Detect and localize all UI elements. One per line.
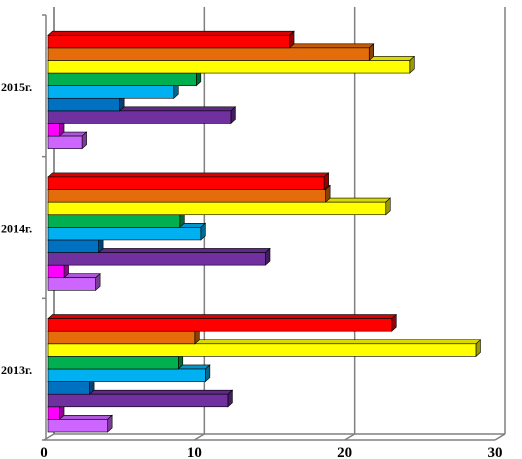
bar-front-face (47, 406, 60, 420)
bar-front-face (47, 97, 120, 112)
bar-2014г.-3 (47, 247, 271, 266)
x-tick-label-30: 30 (488, 445, 503, 459)
bar-front-face (47, 343, 477, 357)
bar-2014г.-9 (47, 172, 330, 191)
bar-2013г.-1 (47, 414, 113, 433)
bar-front-face (47, 85, 175, 99)
bar-front-face (47, 72, 197, 86)
bar-front-face (47, 189, 326, 203)
bar-front-face (47, 176, 325, 190)
bar-front-face (47, 356, 179, 370)
bar-front-face (47, 381, 90, 395)
category-labels: 2013г. 2014г. 2015г. (1, 80, 32, 377)
bar-front-face (47, 227, 202, 241)
bar-front-face (47, 368, 206, 382)
bar-front-face (47, 239, 99, 253)
category-label-1: 2013г. (1, 363, 32, 377)
bar-front-face (47, 135, 83, 149)
x-tick-label-10: 10 (187, 445, 202, 459)
bar-front-face (47, 419, 108, 433)
x-tick-label-0: 0 (40, 445, 48, 459)
x-tick-labels: 0 10 20 30 (40, 445, 502, 459)
bar-front-face (47, 60, 411, 74)
bar-top-face (47, 314, 398, 319)
bar-front-face (47, 252, 266, 266)
bar-2013г.-7 (47, 339, 482, 358)
bar-top-face (47, 172, 330, 178)
bar-front-face (47, 393, 229, 408)
bar-front-face (47, 277, 96, 291)
bar-front-face (47, 318, 393, 332)
bar-top-face (47, 30, 295, 36)
bar-front-face (47, 110, 232, 124)
bar-2015г.-9 (47, 30, 295, 49)
bar-front-face (47, 47, 370, 61)
bar-2013г.-9 (47, 313, 398, 332)
bar-2014г.-1 (47, 273, 101, 292)
bars (47, 30, 482, 433)
gridline-floor-30 (494, 433, 506, 441)
category-label-2: 2014г. (1, 222, 32, 236)
gridline-floor-10 (193, 433, 205, 441)
bar-front-face (47, 214, 181, 228)
x-tick-label-20: 20 (337, 445, 352, 459)
bar-2013г.-3 (47, 389, 234, 408)
bar-front-face (47, 34, 290, 49)
gridline-floor-20 (344, 433, 356, 441)
bar-front-face (47, 123, 60, 137)
bar-front-face (47, 201, 387, 216)
category-label-3: 2015г. (1, 80, 32, 94)
bar-front-face (47, 330, 196, 345)
bar-front-face (47, 264, 65, 279)
